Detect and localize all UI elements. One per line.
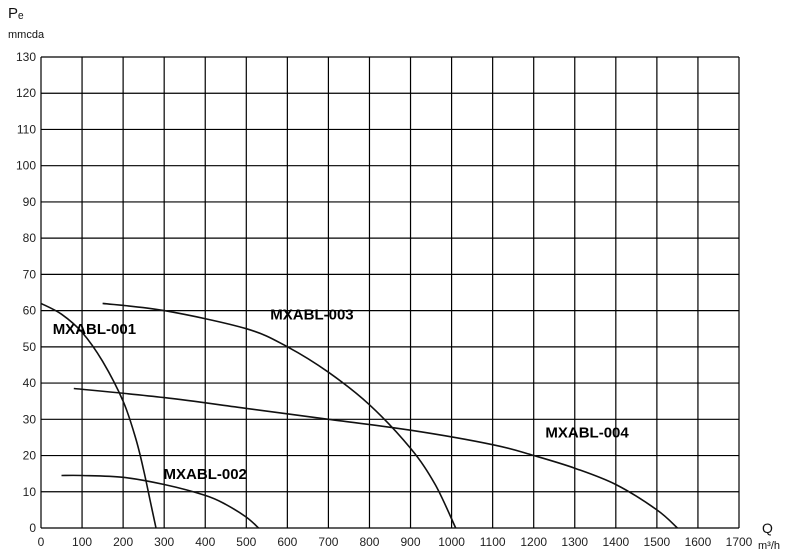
y-tick-label: 70 (23, 267, 37, 281)
series-line-mxabl-004 (73, 387, 678, 529)
x-tick-label: 500 (236, 535, 256, 549)
x-tick-label: 1400 (602, 535, 629, 549)
y-axis-unit: mmcda (8, 29, 45, 41)
series-label-mxabl-003: MXABL-003 (270, 307, 353, 324)
x-tick-label: 900 (401, 535, 421, 549)
y-tick-label: 10 (23, 485, 37, 499)
x-tick-labels: 0 100 200 300 400 500 600 700 800 900 1000 1100 1200… (38, 535, 753, 549)
y-tick-label: 100 (16, 159, 36, 173)
x-tick-label: 1700 (726, 535, 753, 549)
grid (40, 56, 740, 529)
y-tick-labels: 0 10 20 30 40 50 60 70 80 90 100 110 120 130 (16, 50, 36, 535)
x-tick-label: 1300 (561, 535, 588, 549)
series-labels: MXABL-001 MXABL-002 MXABL-003 MXABL-004 (53, 307, 630, 483)
y-tick-label: 110 (17, 122, 36, 136)
y-tick-label: 120 (16, 86, 36, 100)
x-tick-label: 400 (195, 535, 215, 549)
x-tick-label: 1600 (685, 535, 712, 549)
y-tick-label: 90 (23, 195, 37, 209)
x-tick-label: 0 (38, 535, 45, 549)
x-tick-label: 1200 (520, 535, 547, 549)
series-line-mxabl-001 (40, 302, 157, 529)
x-axis-unit: m³/h (758, 540, 780, 552)
x-tick-label: 1000 (438, 535, 465, 549)
y-tick-label: 30 (23, 412, 37, 426)
y-tick-label: 60 (23, 304, 37, 318)
y-tick-label: 130 (16, 50, 36, 64)
curves (40, 302, 678, 529)
y-tick-label: 20 (23, 449, 37, 463)
y-tick-label: 0 (29, 521, 36, 535)
x-tick-label: 700 (318, 535, 338, 549)
series-label-mxabl-001: MXABL-001 (53, 321, 136, 338)
y-tick-label: 80 (23, 231, 37, 245)
x-tick-label: 100 (72, 535, 92, 549)
series-label-mxabl-004: MXABL-004 (545, 424, 629, 441)
x-tick-label: 1100 (480, 535, 506, 549)
y-tick-label: 40 (23, 376, 37, 390)
x-axis-title: Q (762, 520, 773, 536)
x-tick-label: 300 (154, 535, 174, 549)
series-line-mxabl-003 (102, 302, 457, 529)
x-tick-label: 600 (277, 535, 297, 549)
x-tick-label: 800 (359, 535, 379, 549)
series-label-mxabl-002: MXABL-002 (164, 466, 247, 483)
y-axis-title: Pₑ (8, 5, 24, 22)
x-tick-label: 200 (113, 535, 133, 549)
series-line-mxabl-002 (61, 474, 260, 529)
x-tick-label: 1500 (644, 535, 671, 549)
y-tick-label: 50 (23, 340, 37, 354)
